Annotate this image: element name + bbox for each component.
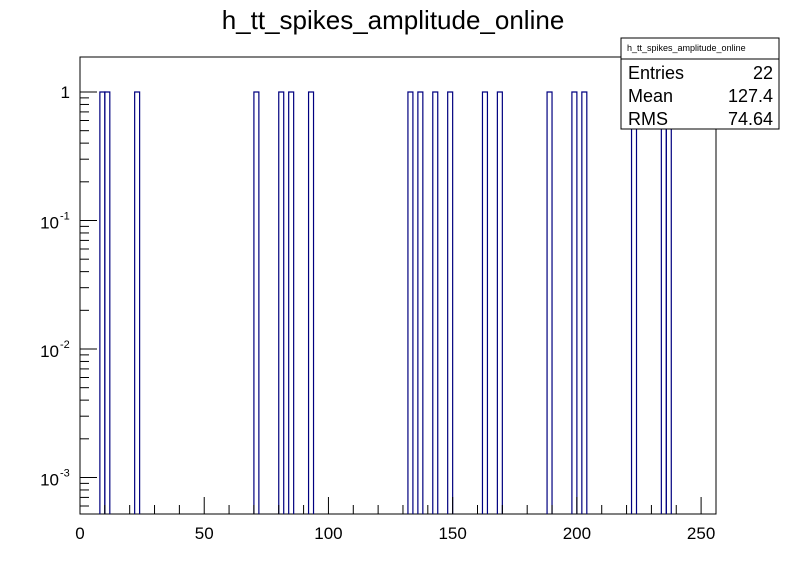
stats-rms-value: 74.64 (728, 109, 773, 129)
y-tick-label-base: 10 (40, 342, 59, 361)
x-tick-label: 0 (75, 524, 84, 543)
histogram-bar (134, 91, 141, 514)
histogram-bar (253, 91, 260, 514)
histogram-bar (99, 91, 106, 514)
histogram-bar (546, 91, 553, 514)
x-tick-label: 200 (563, 524, 591, 543)
y-tick-label-exponent: -3 (60, 468, 70, 480)
x-axis: 0 50 100 150 200 250 (75, 497, 715, 543)
histogram-bar (660, 91, 667, 514)
stats-mean-label: Mean (628, 86, 673, 106)
histogram-bar (571, 91, 578, 514)
y-tick-label-base: 10 (40, 214, 59, 233)
stats-histogram-name: h_tt_spikes_amplitude_online (627, 43, 746, 53)
histogram-bar (432, 91, 439, 514)
histogram-bar (104, 91, 111, 514)
histogram-bar (417, 91, 424, 514)
histogram-bar (665, 91, 672, 514)
histogram-bar (447, 91, 454, 514)
stats-mean-value: 127.4 (728, 86, 773, 106)
histogram-bar (581, 91, 588, 514)
histogram-bar (288, 91, 295, 514)
y-tick-label: 1 (61, 83, 70, 102)
histogram-bar (278, 91, 285, 514)
stats-entries-value: 22 (753, 63, 773, 83)
x-tick-label: 50 (195, 524, 214, 543)
y-axis: 110-110-210-3 (40, 83, 97, 507)
histogram-bars (99, 91, 672, 514)
histogram-bar (496, 91, 503, 514)
stats-box-border (620, 37, 780, 130)
plot-frame (79, 56, 717, 515)
y-tick-label-base: 10 (40, 471, 59, 490)
stats-entries-label: Entries (628, 63, 684, 83)
histogram-bar (307, 91, 315, 514)
x-tick-label: 250 (687, 524, 715, 543)
histogram-bar (481, 91, 489, 514)
histogram-bar (630, 91, 638, 514)
x-tick-label: 100 (314, 524, 342, 543)
y-tick-label-exponent: -2 (60, 339, 70, 351)
histogram-bar (407, 91, 414, 514)
chart-title: h_tt_spikes_amplitude_online (222, 5, 565, 35)
x-tick-label: 150 (438, 524, 466, 543)
stats-rms-label: RMS (628, 109, 668, 129)
y-tick-label-exponent: -1 (60, 211, 70, 223)
stats-box: h_tt_spikes_amplitude_online Entries 22 … (620, 37, 780, 130)
